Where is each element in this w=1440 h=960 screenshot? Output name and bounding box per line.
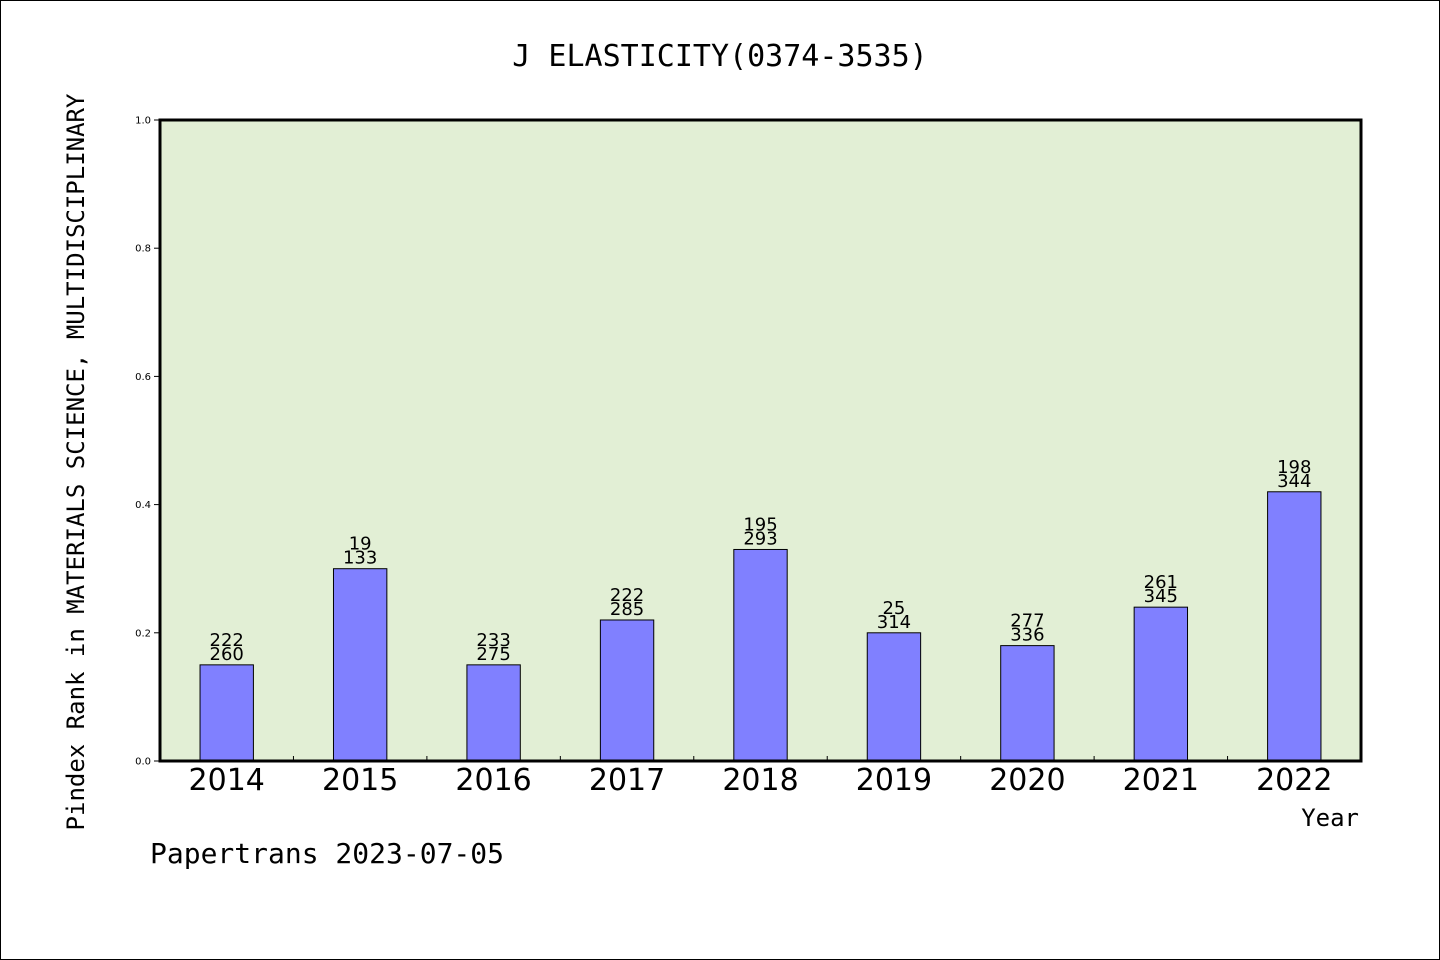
x-tick-label-2014: 2014 xyxy=(189,763,265,798)
y-tick-label: 0.8 xyxy=(135,244,151,255)
bar-2017 xyxy=(599,619,655,762)
total-label-2017: 285 xyxy=(610,599,644,620)
y-axis-label: Pindex Rank in MATERIALS SCIENCE, MULTID… xyxy=(62,93,90,830)
bar-2021 xyxy=(1133,606,1189,762)
total-label-2014: 260 xyxy=(210,644,244,665)
x-tick-label-2022: 2022 xyxy=(1256,763,1332,798)
total-label-2019: 314 xyxy=(877,612,911,633)
total-label-2021: 345 xyxy=(1144,586,1178,607)
bar-2022 xyxy=(1267,491,1322,762)
bar-2014 xyxy=(199,664,254,762)
bar-2019 xyxy=(866,632,922,762)
rank-label-2022: 198 xyxy=(1277,457,1311,478)
x-tick-label-2019: 2019 xyxy=(856,763,932,798)
y-tick-label: 0.6 xyxy=(135,372,151,383)
chart-title: J ELASTICITY(0374-3535) xyxy=(512,39,927,74)
rank-label-2020: 277 xyxy=(1010,611,1044,632)
x-tick-label-2021: 2021 xyxy=(1123,763,1199,798)
x-axis-ticks: 2014 2015 2016 2017 2018 2019 2020 2021 2022 xyxy=(189,756,1332,798)
total-label-2018: 293 xyxy=(743,528,777,549)
x-axis-label: Year xyxy=(1301,804,1359,832)
x-tick-label-2018: 2018 xyxy=(722,763,798,798)
rank-label-2018: 195 xyxy=(743,514,777,535)
x-tick-label-2016: 2016 xyxy=(455,763,531,798)
y-tick-label: 0.2 xyxy=(135,628,151,639)
bar-2020 xyxy=(1000,645,1055,762)
rank-label-2015: 19 xyxy=(349,534,372,555)
bar-2015 xyxy=(332,568,388,762)
rank-label-2019: 25 xyxy=(882,598,905,619)
credit-text: Papertrans 2023-07-05 xyxy=(150,837,504,870)
rank-label-2014: 222 xyxy=(210,630,244,651)
plot-border xyxy=(158,118,1363,763)
rank-label-2017: 222 xyxy=(610,585,644,606)
x-tick-label-2015: 2015 xyxy=(322,763,398,798)
y-tick-label: 1.0 xyxy=(135,116,151,127)
y-tick-label: 0.4 xyxy=(135,500,151,511)
bar-2016 xyxy=(466,664,521,762)
total-label-2020: 336 xyxy=(1010,625,1044,646)
total-label-2016: 275 xyxy=(476,644,510,665)
bar-2018 xyxy=(733,548,788,762)
rank-label-2016: 233 xyxy=(476,630,510,651)
total-label-2015: 133 xyxy=(343,548,377,569)
rank-label-2021: 261 xyxy=(1144,572,1178,593)
bars-layer xyxy=(199,491,1322,762)
y-tick-label: 0.0 xyxy=(135,757,151,768)
total-label-2022: 344 xyxy=(1277,471,1311,492)
x-tick-label-2020: 2020 xyxy=(989,763,1065,798)
y-axis-ticks: 0.0 0.2 0.4 0.6 0.8 1.0 xyxy=(135,116,160,768)
x-tick-label-2017: 2017 xyxy=(589,763,665,798)
